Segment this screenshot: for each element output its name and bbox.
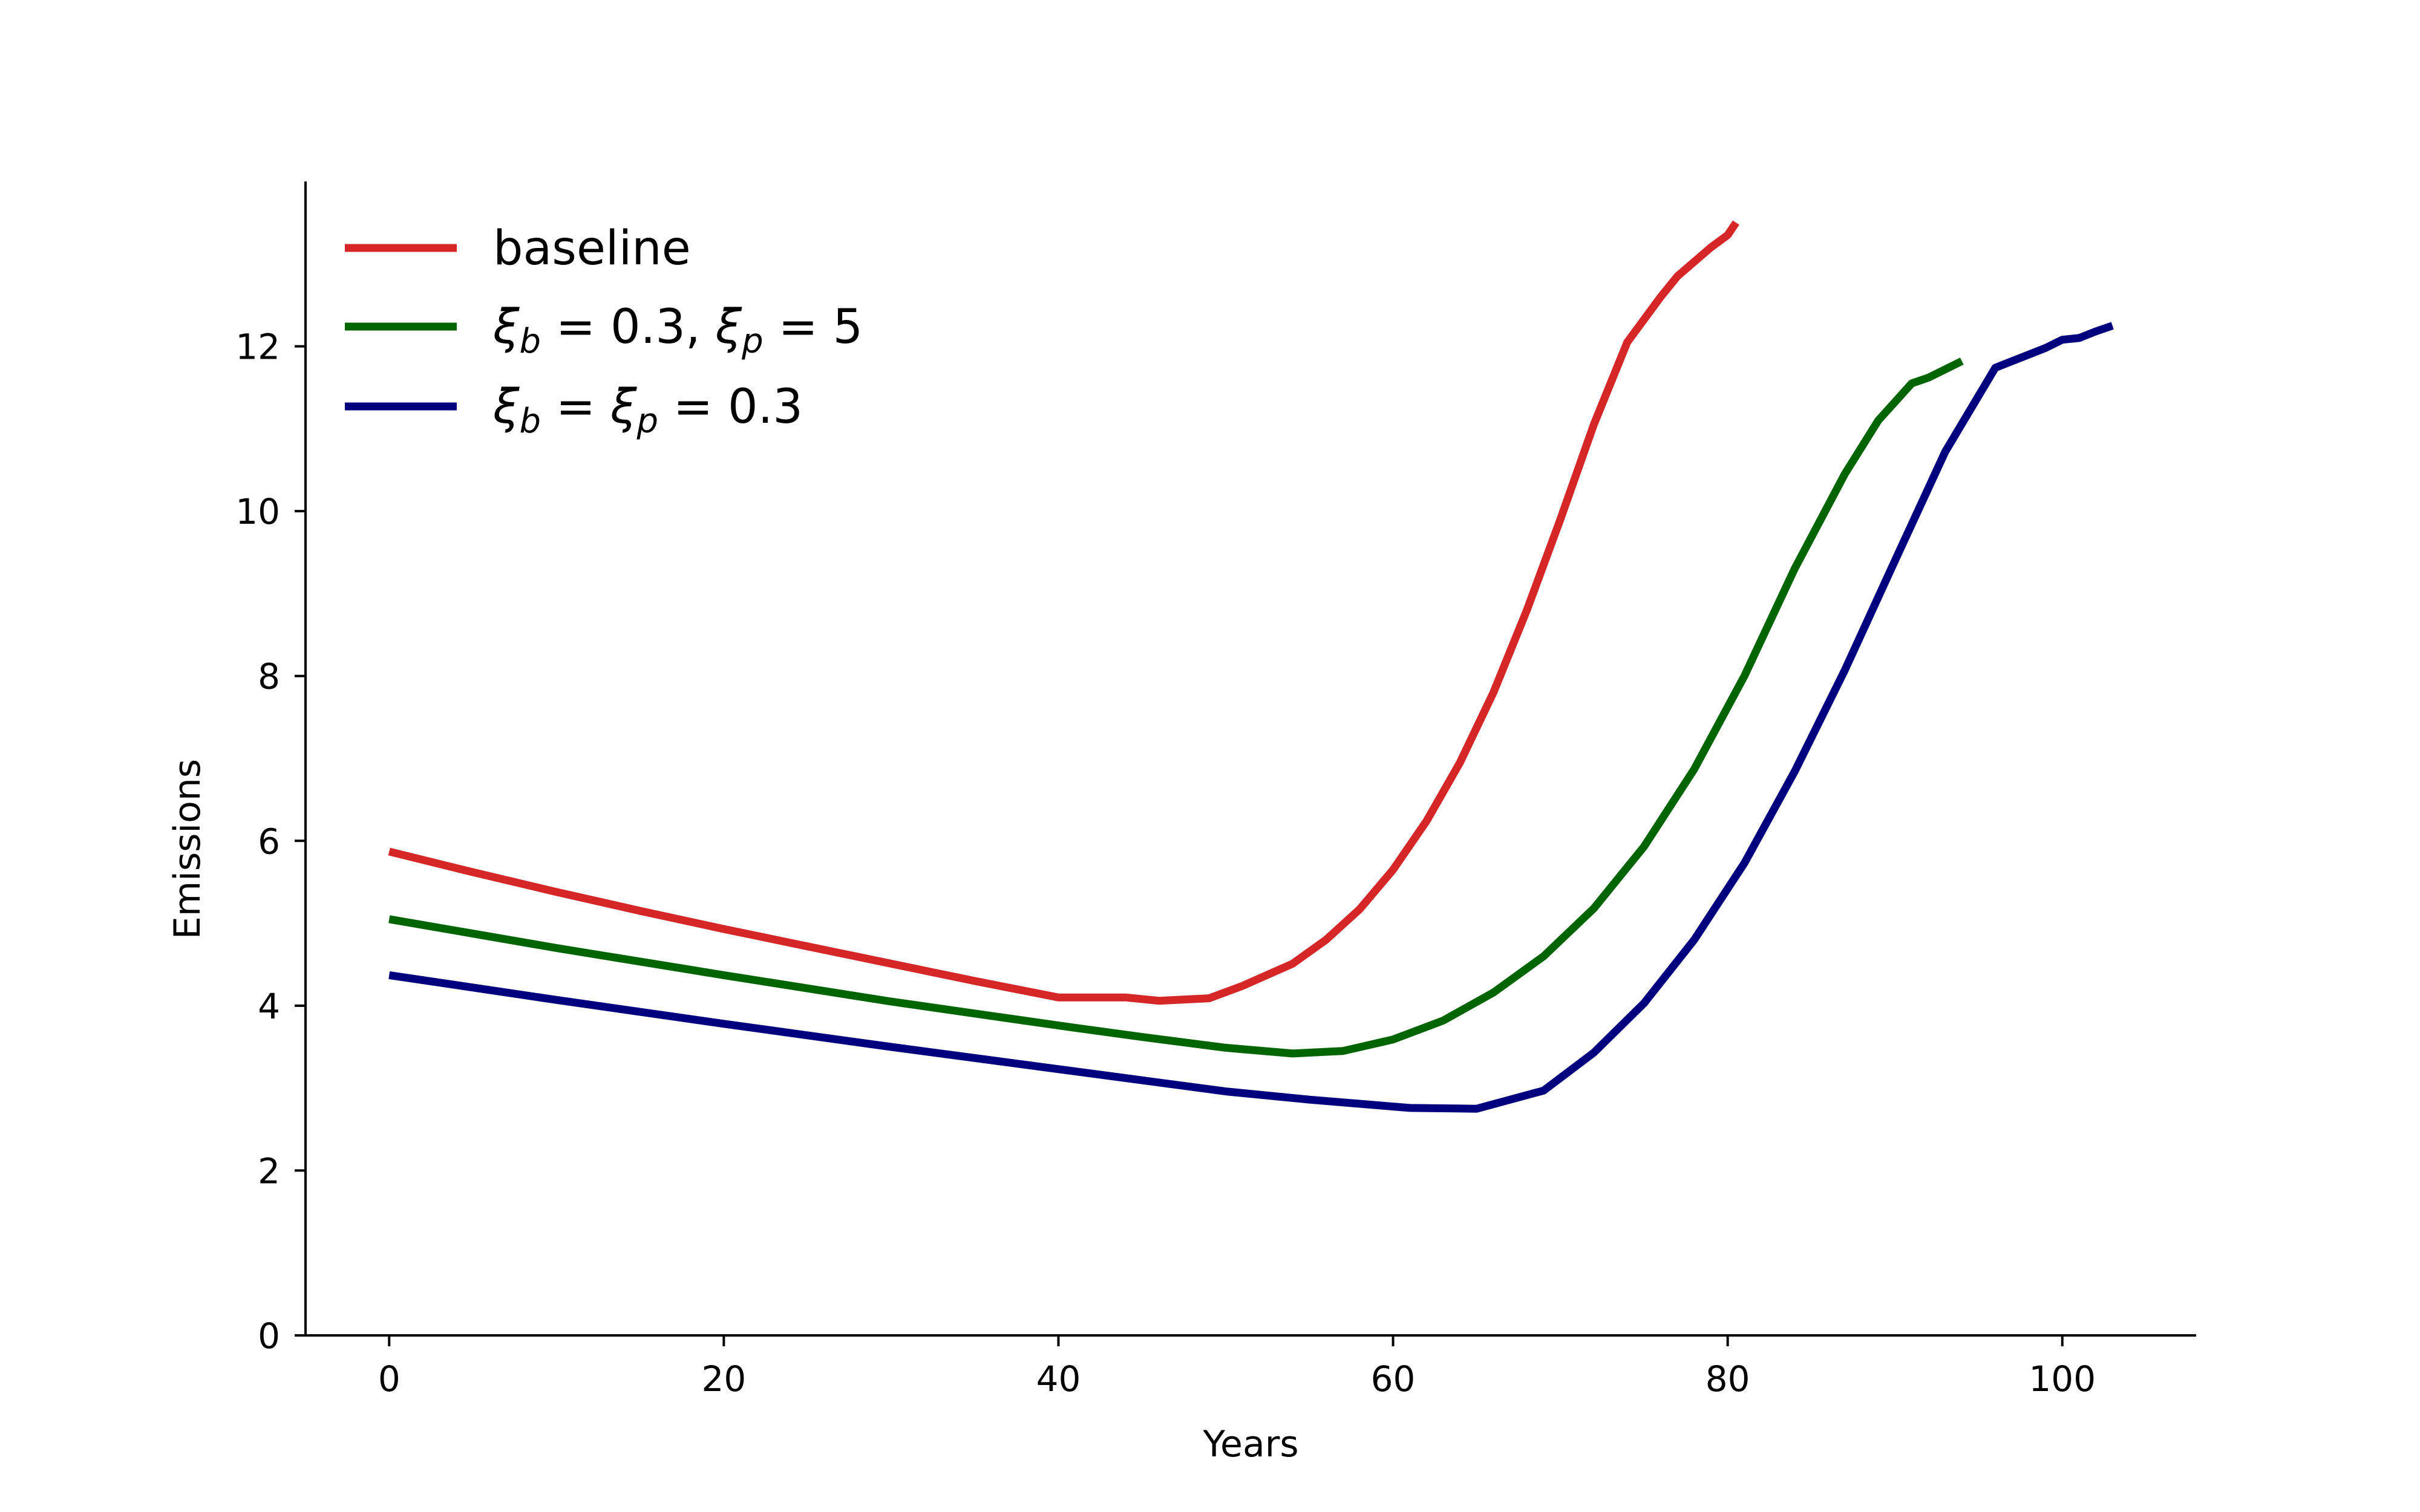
x-tick-label: 40: [1036, 1358, 1081, 1400]
series-line-3: [388, 322, 2114, 1113]
legend-label-2: ξb = 0.3, ξp = 5: [492, 300, 863, 361]
legend-label-1: baseline: [493, 221, 691, 276]
y-tick-label: 2: [258, 1150, 280, 1191]
y-tick-label: 6: [258, 821, 280, 862]
y-axis-title: Emissions: [166, 759, 209, 939]
y-tick-label: 10: [235, 491, 280, 532]
x-axis-ticks: 0 20 40 60 80 100: [378, 1335, 2096, 1400]
y-tick-label: 8: [258, 656, 280, 697]
y-tick-label: 0: [258, 1315, 280, 1357]
x-tick-label: 80: [1705, 1358, 1750, 1400]
x-axis-title: Years: [1202, 1423, 1298, 1465]
y-axis-ticks: 0 2 4 6 8 10 12: [235, 327, 306, 1357]
x-tick-label: 60: [1371, 1358, 1416, 1400]
y-tick-label: 4: [258, 986, 280, 1027]
x-tick-label: 0: [378, 1358, 401, 1400]
x-tick-label: 20: [701, 1358, 746, 1400]
legend-label-3: ξb = ξp = 0.3: [492, 380, 803, 441]
series-lines: [388, 220, 2114, 1113]
x-tick-label: 100: [2029, 1358, 2096, 1400]
series-line-2: [388, 357, 1964, 1058]
series-line-1: [388, 220, 1739, 1005]
y-tick-label: 12: [235, 327, 280, 368]
legend: baseline ξb = 0.3, ξp = 5 ξb = ξp = 0.3: [345, 221, 863, 441]
axes: 0 20 40 60 80 100 0 2 4 6 8 10 12 Years Emissions: [166, 181, 2196, 1465]
